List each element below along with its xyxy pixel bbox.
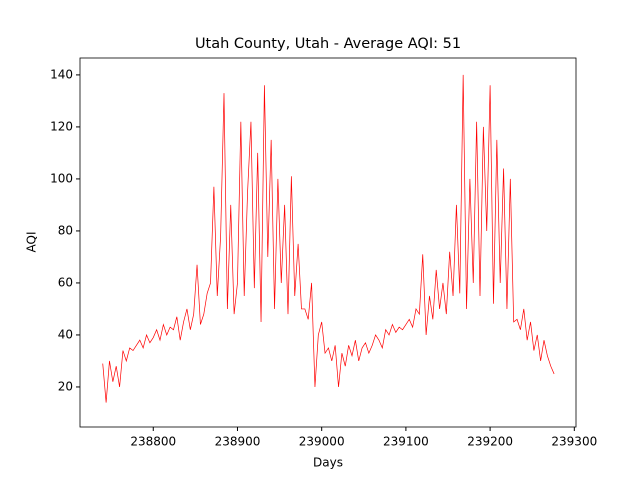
y-tick-label: 120	[50, 119, 73, 133]
data-line	[102, 74, 555, 403]
y-tick-label: 60	[58, 275, 73, 289]
y-axis-label: AQI	[25, 232, 39, 253]
x-tick-label: 239000	[299, 435, 345, 449]
x-tick-label: 238900	[215, 435, 261, 449]
y-tick-label: 140	[50, 67, 73, 81]
y-tick-label: 40	[58, 327, 73, 341]
x-tick-label: 239200	[467, 435, 513, 449]
x-tick-label: 239100	[383, 435, 429, 449]
y-tick-label: 80	[58, 223, 73, 237]
plot-frame	[79, 57, 577, 428]
y-tick-label: 20	[58, 379, 73, 393]
chart-title: Utah County, Utah - Average AQI: 51	[195, 36, 461, 52]
x-tick-label: 238800	[130, 435, 176, 449]
x-axis-label: Days	[313, 456, 343, 470]
y-tick-label: 100	[50, 171, 73, 185]
x-tick-label: 239300	[551, 435, 597, 449]
